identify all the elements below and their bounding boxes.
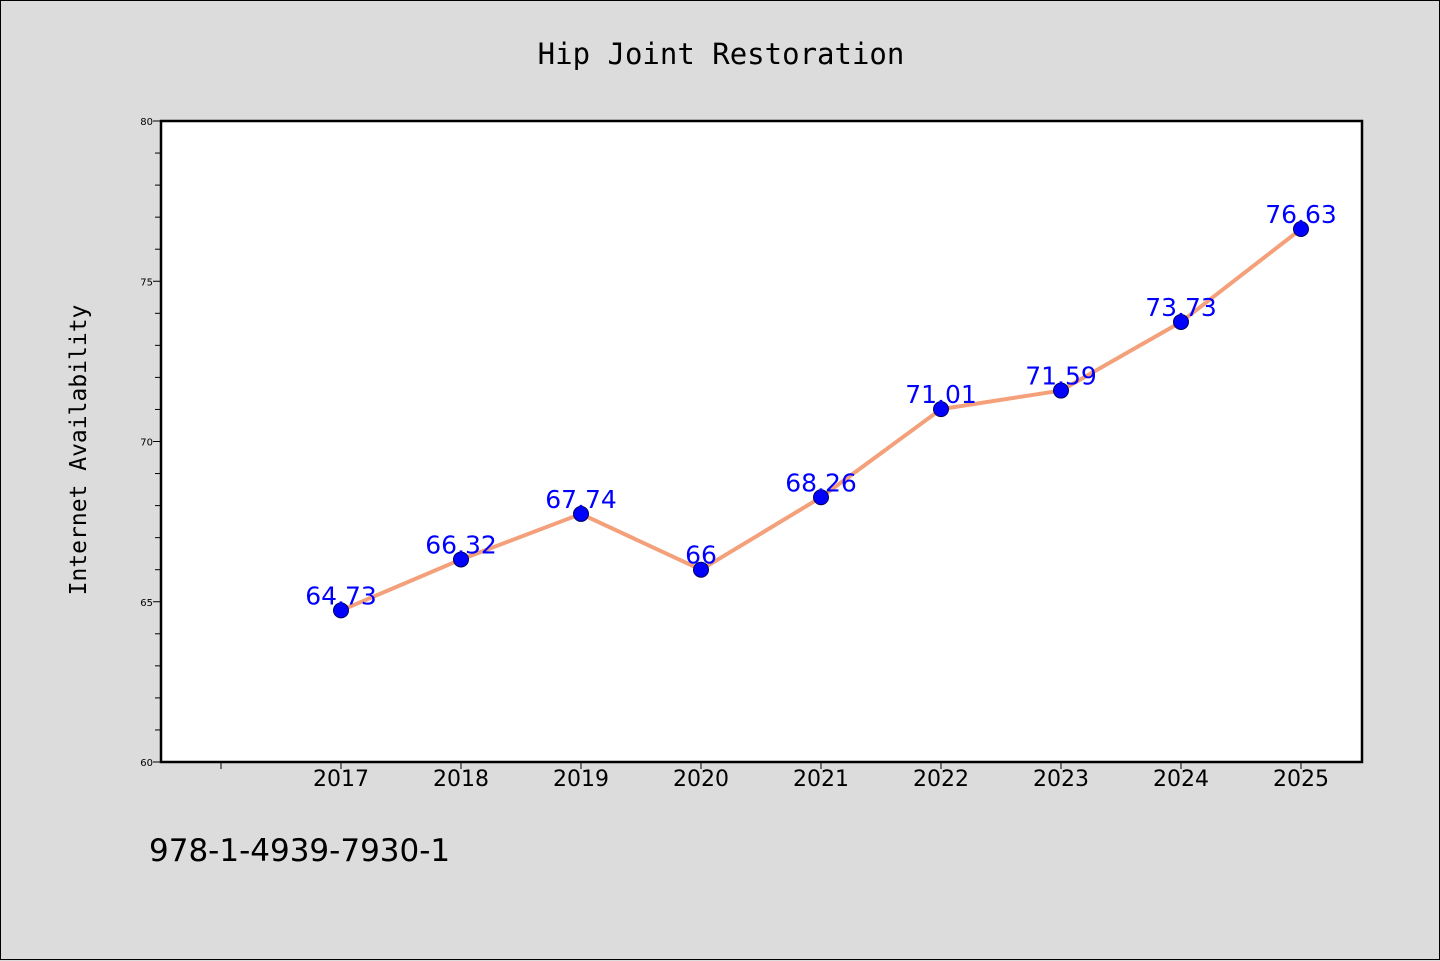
chart-marks: 60 65 70 75 80 2017 2018 2019 2020 2021 2022 2023 20…	[140, 117, 1337, 792]
data-point	[813, 489, 829, 506]
data-point	[573, 505, 589, 522]
y-tick-label: 65	[140, 598, 153, 609]
x-tick-label: 2017	[313, 767, 369, 792]
data-label: 66.32	[425, 530, 497, 559]
y-tick-label: 60	[140, 758, 153, 769]
data-point	[1173, 313, 1189, 330]
chart-title: Hip Joint Restoration	[538, 37, 905, 71]
data-label: 71.01	[905, 380, 977, 409]
x-tick-label: 2021	[793, 767, 849, 792]
x-tick-label: 2023	[1033, 767, 1089, 792]
y-tick-label: 80	[140, 117, 153, 128]
x-tick-label: 2019	[553, 767, 609, 792]
x-tick-label: 2020	[673, 767, 729, 792]
footer-code: 978-1-4939-7930-1	[149, 833, 451, 869]
data-point	[693, 561, 709, 578]
x-tick-label: 2024	[1153, 767, 1209, 792]
data-label: 76.63	[1265, 200, 1337, 229]
data-label: 73.73	[1145, 293, 1217, 322]
data-point	[933, 401, 949, 418]
data-point	[453, 551, 469, 568]
data-label: 67.74	[545, 485, 617, 514]
data-point	[333, 602, 349, 619]
data-point	[1053, 382, 1069, 399]
x-tick-label: 2022	[913, 767, 969, 792]
y-tick-label: 70	[140, 438, 153, 449]
data-label: 71.59	[1025, 362, 1097, 391]
y-axis-label: Internet Availability	[66, 305, 92, 596]
x-tick-label: 2018	[433, 767, 489, 792]
y-tick-label: 75	[140, 277, 153, 288]
plot-area	[159, 119, 1364, 764]
data-label: 68.26	[785, 468, 857, 497]
data-label: 66	[685, 541, 717, 570]
data-label: 64.73	[305, 581, 377, 610]
x-tick-label: 2025	[1273, 767, 1329, 792]
data-point	[1293, 221, 1309, 238]
